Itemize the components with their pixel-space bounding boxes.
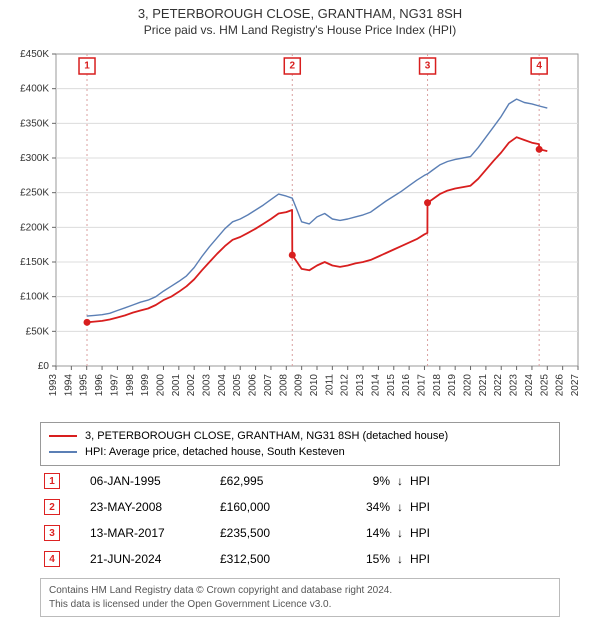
svg-text:2016: 2016	[401, 374, 412, 397]
transaction-pct: 34%	[330, 500, 390, 514]
svg-text:2015: 2015	[386, 374, 397, 397]
legend-label: HPI: Average price, detached house, Sout…	[85, 446, 345, 458]
svg-text:2006: 2006	[248, 374, 259, 397]
svg-text:2001: 2001	[171, 374, 182, 397]
svg-text:£0: £0	[38, 361, 50, 372]
table-row: 3 13-MAR-2017 £235,500 14% ↓ HPI	[40, 520, 560, 546]
footer-line2: This data is licensed under the Open Gov…	[49, 598, 551, 612]
legend-item: 3, PETERBOROUGH CLOSE, GRANTHAM, NG31 8S…	[49, 428, 551, 444]
svg-text:2026: 2026	[555, 374, 566, 397]
svg-text:2020: 2020	[463, 374, 474, 397]
chart-area: £0 £50K £100K £150K £200K £250K £300K £350K £400…	[0, 46, 600, 416]
hpi-label: HPI	[410, 500, 450, 514]
footer-attribution: Contains HM Land Registry data © Crown c…	[40, 578, 560, 617]
svg-text:2009: 2009	[294, 374, 305, 397]
svg-text:1994: 1994	[63, 374, 74, 397]
transaction-pct: 9%	[330, 474, 390, 488]
svg-text:2024: 2024	[524, 374, 535, 397]
svg-text:2010: 2010	[309, 374, 320, 397]
svg-text:2012: 2012	[340, 374, 351, 397]
chart-svg: £0 £50K £100K £150K £200K £250K £300K £350K £400…	[0, 46, 600, 416]
transaction-price: £312,500	[220, 552, 330, 566]
hpi-label: HPI	[410, 474, 450, 488]
table-row: 1 06-JAN-1995 £62,995 9% ↓ HPI	[40, 468, 560, 494]
down-arrow-icon: ↓	[390, 526, 410, 540]
legend: 3, PETERBOROUGH CLOSE, GRANTHAM, NG31 8S…	[40, 422, 560, 466]
svg-text:1995: 1995	[79, 374, 90, 397]
svg-text:2000: 2000	[155, 374, 166, 397]
transactions-table: 1 06-JAN-1995 £62,995 9% ↓ HPI 2 23-MAY-…	[40, 468, 560, 572]
svg-text:1993: 1993	[48, 374, 59, 397]
title-subtitle: Price paid vs. HM Land Registry's House …	[0, 23, 600, 37]
transaction-pct: 15%	[330, 552, 390, 566]
svg-text:£200K: £200K	[20, 222, 49, 233]
transaction-date: 13-MAR-2017	[90, 526, 220, 540]
svg-text:2: 2	[290, 61, 296, 72]
chart-container: 3, PETERBOROUGH CLOSE, GRANTHAM, NG31 8S…	[0, 0, 600, 620]
title-address: 3, PETERBOROUGH CLOSE, GRANTHAM, NG31 8S…	[0, 6, 600, 21]
svg-text:2022: 2022	[493, 374, 504, 397]
svg-text:£300K: £300K	[20, 153, 49, 164]
svg-text:1999: 1999	[140, 374, 151, 397]
transaction-price: £62,995	[220, 474, 330, 488]
table-row: 4 21-JUN-2024 £312,500 15% ↓ HPI	[40, 546, 560, 572]
svg-text:£150K: £150K	[20, 257, 49, 268]
transaction-marker: 4	[44, 551, 60, 567]
legend-swatch	[49, 451, 77, 453]
svg-text:£400K: £400K	[20, 84, 49, 95]
down-arrow-icon: ↓	[390, 474, 410, 488]
svg-text:£50K: £50K	[26, 326, 50, 337]
svg-text:3: 3	[425, 61, 431, 72]
svg-text:2021: 2021	[478, 374, 489, 397]
transaction-price: £235,500	[220, 526, 330, 540]
down-arrow-icon: ↓	[390, 500, 410, 514]
svg-text:2013: 2013	[355, 374, 366, 397]
svg-text:2017: 2017	[416, 374, 427, 397]
svg-text:1997: 1997	[109, 374, 120, 397]
svg-text:1996: 1996	[94, 374, 105, 397]
svg-text:2005: 2005	[232, 374, 243, 397]
legend-swatch	[49, 435, 77, 437]
hpi-label: HPI	[410, 552, 450, 566]
svg-text:£100K: £100K	[20, 292, 49, 303]
footer-line1: Contains HM Land Registry data © Crown c…	[49, 584, 551, 598]
svg-text:2011: 2011	[324, 374, 335, 396]
svg-text:2008: 2008	[278, 374, 289, 397]
svg-text:2014: 2014	[370, 374, 381, 397]
svg-text:2018: 2018	[432, 374, 443, 397]
down-arrow-icon: ↓	[390, 552, 410, 566]
hpi-label: HPI	[410, 526, 450, 540]
svg-text:£350K: £350K	[20, 118, 49, 129]
svg-text:4: 4	[536, 61, 542, 72]
transaction-date: 21-JUN-2024	[90, 552, 220, 566]
svg-text:1998: 1998	[125, 374, 136, 397]
legend-label: 3, PETERBOROUGH CLOSE, GRANTHAM, NG31 8S…	[85, 430, 448, 442]
svg-text:2027: 2027	[570, 374, 581, 397]
transaction-date: 06-JAN-1995	[90, 474, 220, 488]
svg-text:£450K: £450K	[20, 49, 49, 60]
transaction-pct: 14%	[330, 526, 390, 540]
transaction-price: £160,000	[220, 500, 330, 514]
svg-text:2004: 2004	[217, 374, 228, 397]
svg-text:£250K: £250K	[20, 188, 49, 199]
transaction-marker: 2	[44, 499, 60, 515]
transaction-marker: 3	[44, 525, 60, 541]
svg-text:2019: 2019	[447, 374, 458, 397]
svg-text:2002: 2002	[186, 374, 197, 397]
svg-text:2007: 2007	[263, 374, 274, 397]
svg-text:2003: 2003	[202, 374, 213, 397]
titles: 3, PETERBOROUGH CLOSE, GRANTHAM, NG31 8S…	[0, 0, 600, 37]
transaction-date: 23-MAY-2008	[90, 500, 220, 514]
table-row: 2 23-MAY-2008 £160,000 34% ↓ HPI	[40, 494, 560, 520]
legend-item: HPI: Average price, detached house, Sout…	[49, 444, 551, 460]
transaction-marker: 1	[44, 473, 60, 489]
svg-text:2025: 2025	[539, 374, 550, 397]
svg-text:2023: 2023	[509, 374, 520, 397]
svg-text:1: 1	[84, 61, 90, 72]
